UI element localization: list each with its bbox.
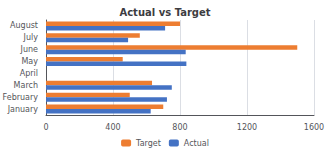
svg-text:Target: Target: [135, 139, 161, 148]
svg-text:1200: 1200: [237, 123, 257, 132]
svg-text:August: August: [10, 21, 38, 30]
svg-text:May: May: [21, 57, 38, 66]
svg-text:Actual: Actual: [184, 139, 209, 148]
svg-text:March: March: [14, 81, 38, 90]
svg-text:July: July: [23, 33, 39, 42]
svg-text:February: February: [3, 93, 39, 102]
svg-text:January: January: [7, 105, 39, 114]
svg-text:400: 400: [105, 123, 120, 132]
svg-text:0: 0: [43, 123, 48, 132]
svg-text:June: June: [20, 45, 39, 54]
svg-text:Actual vs Target: Actual vs Target: [119, 7, 210, 18]
svg-text:1600: 1600: [304, 123, 324, 132]
svg-text:800: 800: [172, 123, 187, 132]
svg-text:April: April: [20, 69, 38, 78]
